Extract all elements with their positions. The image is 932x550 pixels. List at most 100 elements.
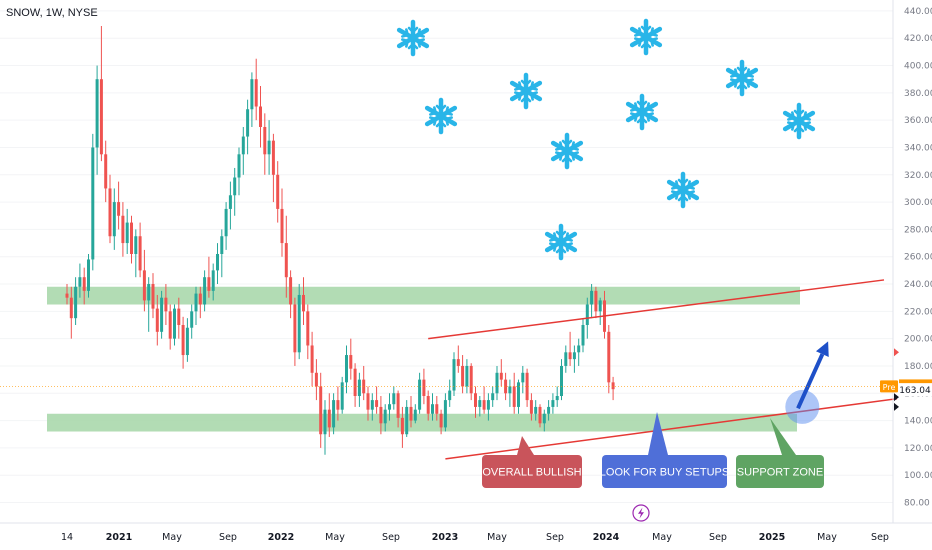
candle xyxy=(276,161,280,223)
candle xyxy=(452,352,456,397)
candle xyxy=(560,359,563,401)
candle xyxy=(525,368,529,407)
candle xyxy=(456,345,460,373)
candle xyxy=(443,393,447,432)
candle xyxy=(594,286,598,319)
candle xyxy=(491,386,495,407)
x-tick-label: Sep xyxy=(382,532,400,543)
candlestick-series xyxy=(65,25,615,455)
candle xyxy=(413,404,417,424)
callout-look-for-buy-setups[interactable]: LOOK FOR BUY SETUPS xyxy=(600,412,729,488)
candle xyxy=(598,297,602,325)
y-tick-label: 120.00 xyxy=(904,444,932,454)
price-scale-marker xyxy=(894,393,899,402)
x-tick-label: May xyxy=(652,532,672,543)
candle xyxy=(112,188,116,250)
y-tick-label: 280.00 xyxy=(904,225,932,235)
candle xyxy=(388,393,391,421)
candle xyxy=(177,297,181,339)
candle xyxy=(383,404,387,432)
candle xyxy=(538,404,542,428)
support-resistance-zones xyxy=(47,286,800,432)
y-tick-label: 220.00 xyxy=(904,307,932,317)
candle xyxy=(499,359,503,387)
x-tick-label: May xyxy=(487,532,507,543)
bullish-arrow-head xyxy=(815,341,829,358)
candle xyxy=(590,284,594,319)
candle xyxy=(379,396,383,435)
candle xyxy=(465,359,469,394)
candle xyxy=(233,167,237,216)
candle xyxy=(263,113,267,175)
candle xyxy=(267,120,271,175)
candle xyxy=(508,379,512,407)
candle xyxy=(547,400,551,421)
y-tick-label: 400.00 xyxy=(904,62,932,72)
candle xyxy=(482,386,486,414)
support-zone xyxy=(47,413,797,432)
candle xyxy=(327,393,331,437)
candle xyxy=(555,386,559,407)
candle xyxy=(91,133,95,271)
callout-label: OVERALL BULLISH xyxy=(482,467,581,479)
candle xyxy=(534,400,538,421)
candle xyxy=(220,229,224,278)
candle xyxy=(280,188,284,257)
highlight-circle xyxy=(785,389,820,424)
candle xyxy=(87,253,90,298)
resistance-zone xyxy=(47,286,800,305)
x-tick-label: Sep xyxy=(871,532,889,543)
candle xyxy=(254,58,258,121)
candle xyxy=(323,400,327,455)
candle xyxy=(461,355,465,394)
candle xyxy=(551,393,555,414)
candle xyxy=(332,393,336,435)
candle xyxy=(400,406,404,448)
candle xyxy=(185,318,189,362)
candle xyxy=(345,345,348,394)
y-tick-label: 320.00 xyxy=(904,171,932,181)
candle xyxy=(469,363,473,401)
candle xyxy=(228,181,232,230)
candle xyxy=(194,286,198,325)
candle xyxy=(181,316,185,369)
x-tick-label: May xyxy=(325,532,345,543)
candle xyxy=(435,396,439,421)
x-tick-label: Sep xyxy=(219,532,237,543)
candle xyxy=(611,376,615,401)
candle xyxy=(340,376,344,414)
candle xyxy=(581,318,585,353)
candle xyxy=(173,304,176,346)
lightning-icon[interactable] xyxy=(632,504,650,522)
candle xyxy=(302,277,305,325)
x-tick-label: 14 xyxy=(61,532,73,543)
callout-support-zone[interactable]: SUPPORT ZONE xyxy=(736,418,824,488)
candle xyxy=(293,297,297,366)
candle xyxy=(370,393,374,421)
channel-upper-line[interactable] xyxy=(428,279,885,340)
candle xyxy=(319,372,323,448)
candle xyxy=(568,331,572,366)
candle xyxy=(142,249,146,312)
candle xyxy=(198,286,202,319)
candle xyxy=(246,99,250,155)
bullish-arrow xyxy=(796,353,825,410)
callout-overall-bullish[interactable]: OVERALL BULLISH xyxy=(482,436,582,488)
callout-label: LOOK FOR BUY SETUPS xyxy=(600,467,729,479)
y-tick-label: 80.00 xyxy=(904,499,930,509)
x-tick-label: May xyxy=(162,532,182,543)
candle xyxy=(117,181,121,230)
candle xyxy=(474,386,477,418)
candle xyxy=(224,202,228,250)
price-markers: Pre165.02163.04 xyxy=(0,348,932,411)
price-scale-marker xyxy=(894,348,899,357)
candle xyxy=(431,393,434,421)
candle xyxy=(297,284,301,360)
candle xyxy=(504,372,508,401)
candle xyxy=(104,140,108,203)
y-tick-label: 240.00 xyxy=(904,280,932,290)
candle xyxy=(203,270,207,312)
candle xyxy=(409,396,413,428)
candle xyxy=(164,284,168,325)
